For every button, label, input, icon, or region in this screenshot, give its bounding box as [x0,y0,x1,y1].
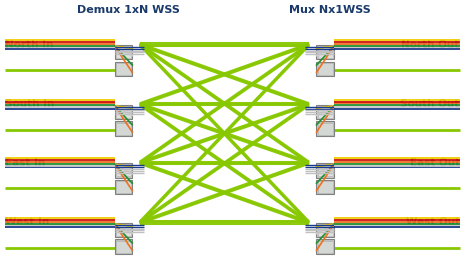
Bar [318,46,332,58]
Bar [115,61,133,76]
Text: East In: East In [5,158,46,168]
Bar [318,181,332,193]
Bar [116,181,131,193]
Bar [316,239,334,254]
Bar [316,105,334,119]
Bar [115,223,133,237]
Bar [116,224,131,236]
Text: Demux 1xN WSS: Demux 1xN WSS [77,5,179,15]
Bar [318,63,332,75]
Bar [318,224,332,236]
Bar [316,163,334,178]
Text: South Out: South Out [400,99,460,109]
Text: North Out: North Out [401,40,460,49]
Bar [115,163,133,178]
Bar [318,123,332,135]
Bar [318,106,332,118]
Bar [316,61,334,76]
Text: West In: West In [5,218,50,227]
Bar [316,121,334,136]
Bar [318,164,332,176]
Text: East Out: East Out [410,158,460,168]
Bar [116,241,131,253]
Bar [115,121,133,136]
Bar [316,180,334,194]
Text: North In: North In [5,40,53,49]
Bar [116,123,131,135]
Text: South In: South In [5,99,55,109]
Bar [116,46,131,58]
Bar [116,164,131,176]
Bar [115,105,133,119]
Bar [115,180,133,194]
Text: West Out: West Out [405,218,460,227]
Text: Mux Nx1WSS: Mux Nx1WSS [289,5,371,15]
Bar [318,241,332,253]
Bar [116,106,131,118]
Bar [316,223,334,237]
Bar [116,63,131,75]
Bar [316,45,334,59]
Bar [115,239,133,254]
Bar [115,45,133,59]
